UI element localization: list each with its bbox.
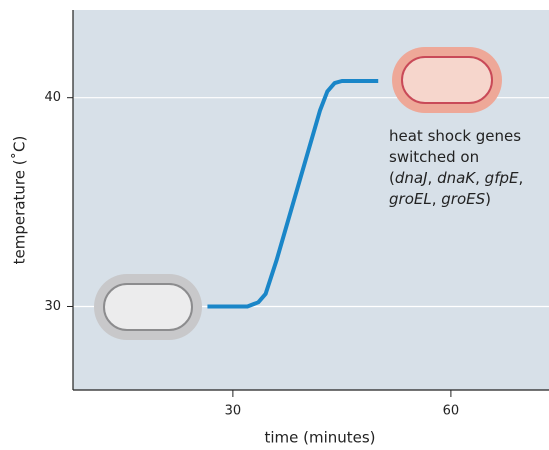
annotation: (dnaJ, dnaK, gfpE, bbox=[389, 169, 523, 187]
annotation-segment: , bbox=[475, 169, 485, 187]
cold-cell bbox=[94, 274, 202, 340]
annotation-segment: dnaJ bbox=[395, 169, 428, 187]
heat-shocked-cell bbox=[392, 47, 502, 113]
annotation-segment: groES bbox=[441, 190, 485, 208]
annotation: switched on bbox=[389, 148, 479, 166]
annotation: heat shock genes bbox=[389, 127, 521, 145]
annotation-segment: ) bbox=[485, 190, 491, 208]
y-axis-label: temperature (˚C) bbox=[11, 136, 29, 265]
x-tick-label: 60 bbox=[443, 404, 460, 419]
annotation-segment: groEL bbox=[389, 190, 432, 208]
x-axis-label: time (minutes) bbox=[264, 429, 375, 447]
temperature-line bbox=[207, 78, 379, 309]
annotation-segment: dnaK bbox=[437, 169, 476, 187]
annotation-segment: gfpE bbox=[485, 169, 519, 187]
y-tick-label: 30 bbox=[44, 299, 61, 314]
annotation-segment: heat shock genes bbox=[389, 127, 521, 145]
y-tick-label: 40 bbox=[44, 90, 61, 105]
annotation-segment: , bbox=[432, 190, 442, 208]
annotation-segment: switched on bbox=[389, 148, 479, 166]
annotation: groEL, groES) bbox=[389, 190, 491, 208]
annotation-segment: , bbox=[518, 169, 523, 187]
annotation-segment: , bbox=[428, 169, 438, 187]
x-tick-label: 30 bbox=[225, 404, 242, 419]
annotation-segment: ( bbox=[389, 169, 395, 187]
